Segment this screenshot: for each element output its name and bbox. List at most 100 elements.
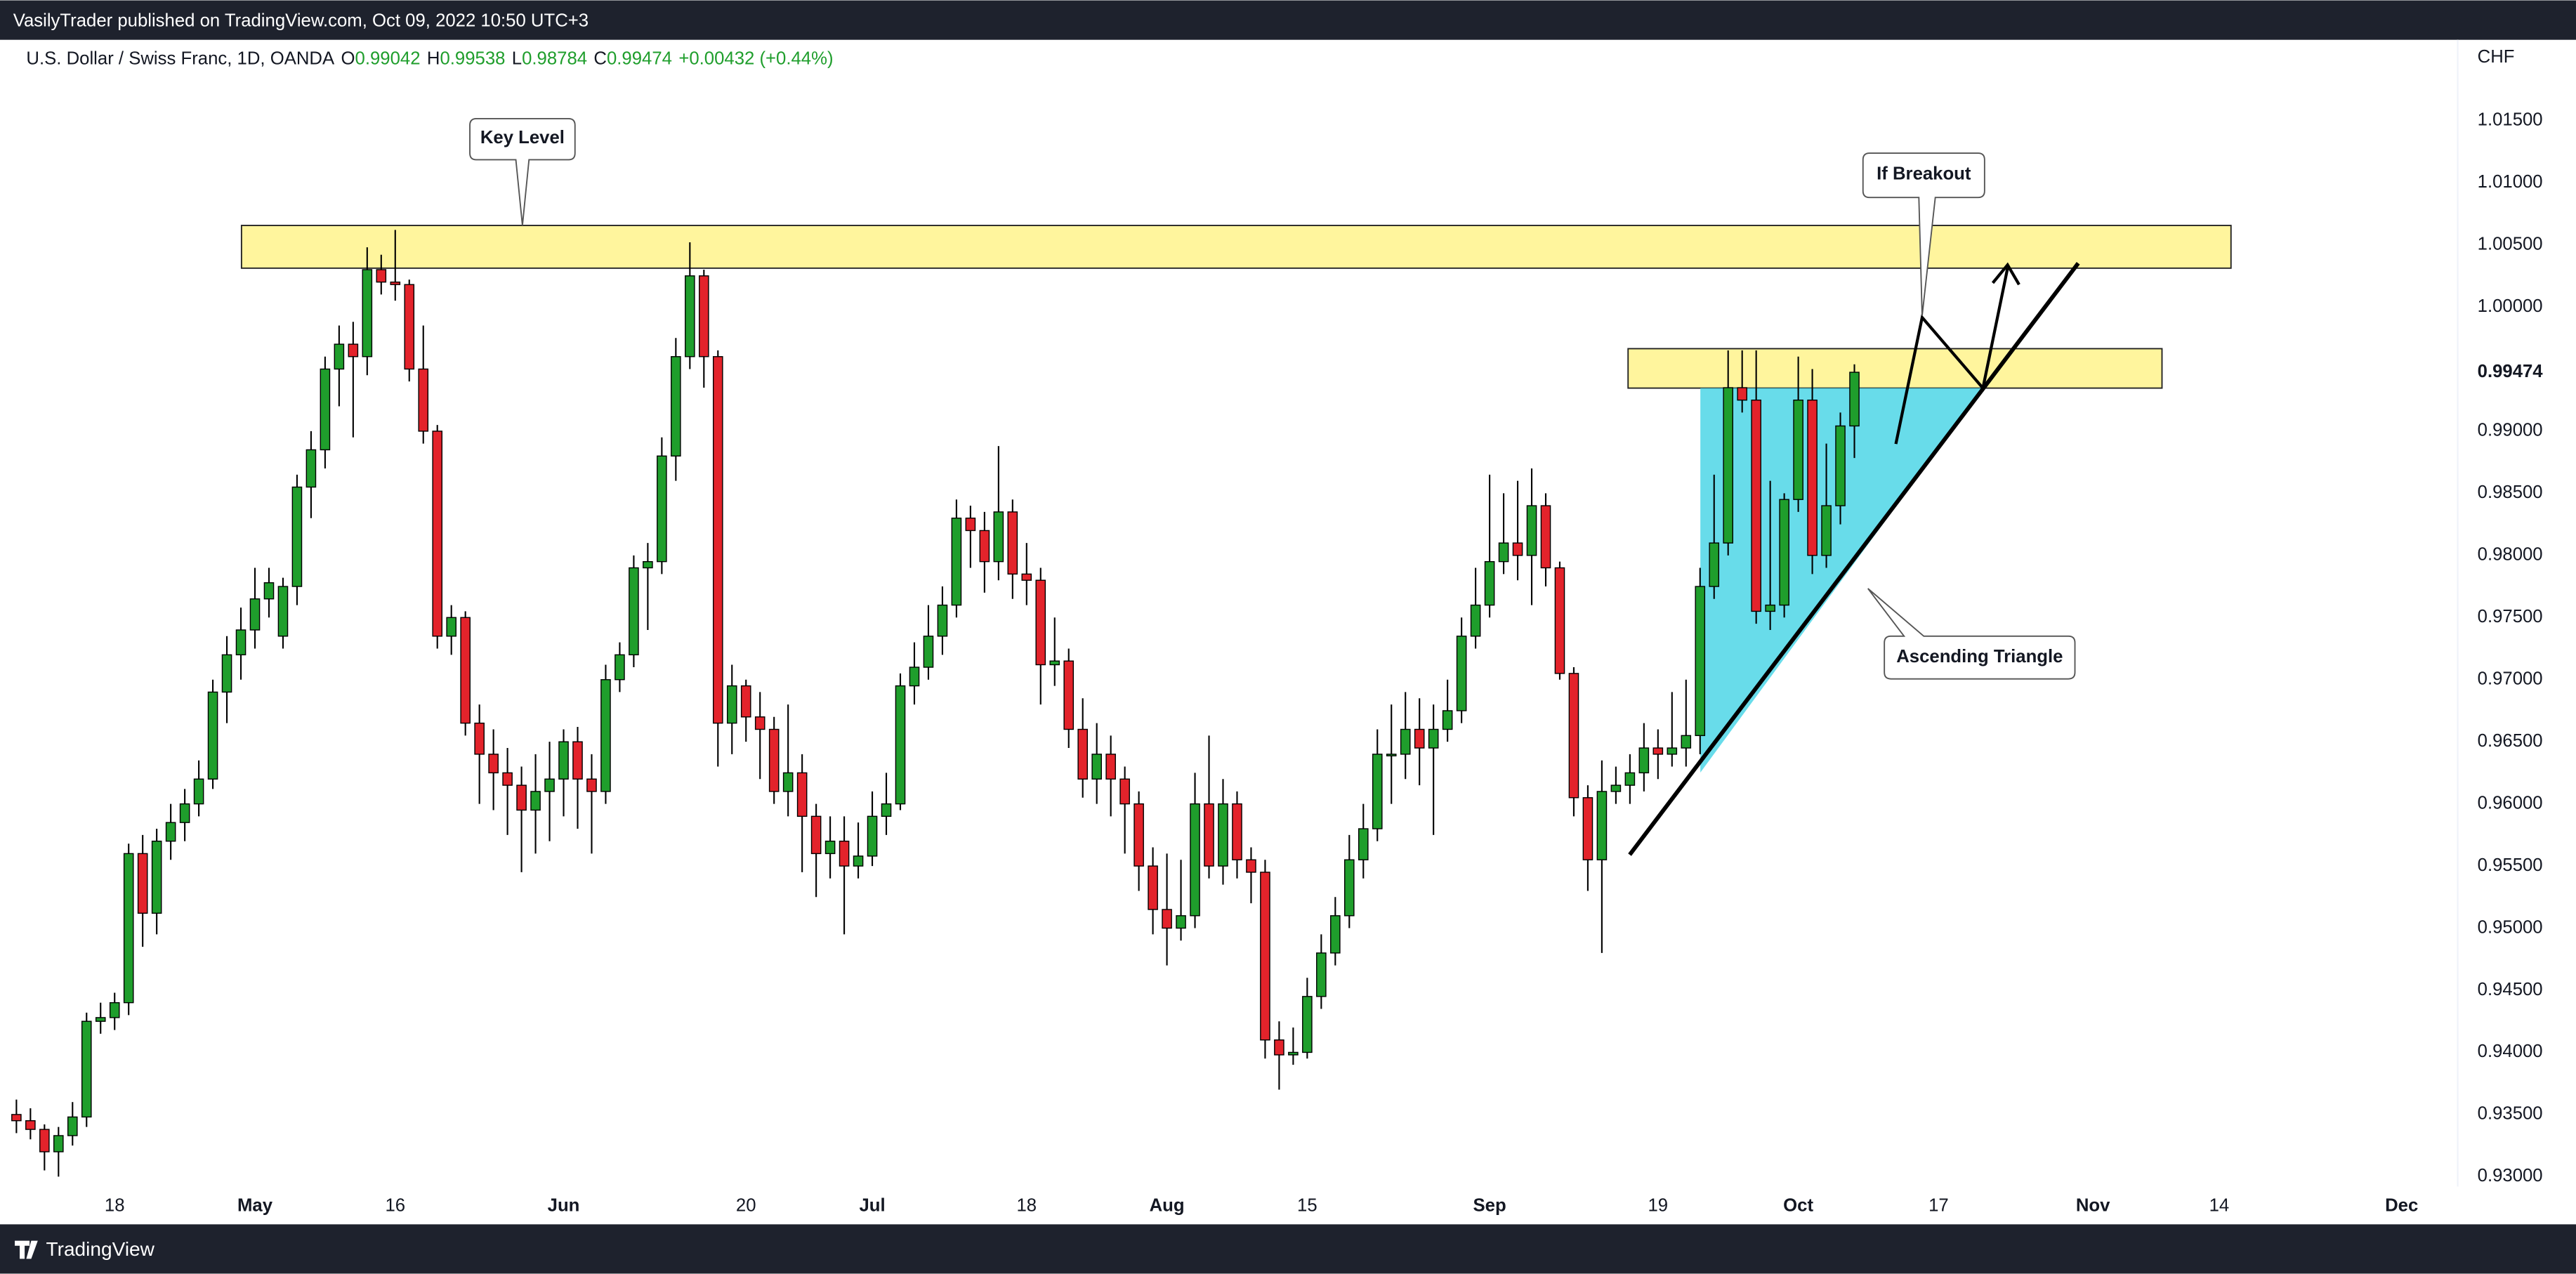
candle-body bbox=[685, 275, 695, 357]
candle-body bbox=[1232, 803, 1242, 860]
candle-body bbox=[951, 518, 962, 606]
x-tick-label: 18 bbox=[1016, 1195, 1037, 1215]
candle-body bbox=[1498, 542, 1509, 563]
candle-body bbox=[404, 284, 415, 370]
x-tick-label: 16 bbox=[385, 1195, 405, 1215]
y-tick-label: 0.96500 bbox=[2478, 731, 2543, 751]
candle-body bbox=[909, 666, 920, 687]
x-tick-label: Oct bbox=[1783, 1195, 1813, 1215]
annotation: If Breakout bbox=[1877, 164, 1971, 183]
drawings bbox=[240, 225, 2232, 773]
candle-body bbox=[1386, 754, 1397, 756]
candle-body bbox=[867, 815, 878, 857]
candle-body bbox=[754, 716, 765, 730]
currency: CHF bbox=[2478, 47, 2515, 67]
legend-key: L bbox=[512, 49, 522, 69]
candle-body bbox=[1344, 859, 1355, 917]
y-tick-label: 0.96000 bbox=[2478, 793, 2543, 813]
candle-body bbox=[1119, 778, 1130, 805]
candle-body bbox=[1624, 772, 1636, 786]
candle-body bbox=[1751, 399, 1761, 612]
candle-body bbox=[1695, 586, 1706, 737]
candle-body bbox=[937, 604, 948, 637]
footer-logo bbox=[15, 1240, 38, 1259]
key-level-zone bbox=[240, 225, 2232, 269]
y-tick-label: 1.01000 bbox=[2478, 172, 2543, 192]
symbol: U.S. Dollar / Swiss Franc, 1D, OANDA bbox=[26, 49, 335, 69]
candle-body bbox=[277, 586, 289, 637]
key-level-callout bbox=[469, 118, 576, 226]
legend-key: H bbox=[427, 49, 440, 69]
candle-body bbox=[1568, 673, 1579, 799]
candle-body bbox=[1484, 560, 1495, 606]
candle-body bbox=[1091, 754, 1102, 780]
y-tick-label: 0.98000 bbox=[2478, 545, 2543, 565]
candle-body bbox=[179, 803, 190, 823]
candle-body bbox=[1737, 387, 1747, 401]
x-tick-label: 20 bbox=[736, 1195, 756, 1215]
candle-body bbox=[1274, 1039, 1284, 1056]
candle-body bbox=[965, 518, 976, 532]
candle-body bbox=[1400, 728, 1411, 755]
candle-body bbox=[165, 822, 176, 842]
candle-body bbox=[796, 772, 808, 817]
candle-body bbox=[1176, 915, 1186, 929]
candle-body bbox=[657, 455, 667, 563]
x-tick-label: Dec bbox=[2385, 1195, 2418, 1215]
y-tick-label: 0.95000 bbox=[2478, 917, 2543, 937]
x-tick-label: Aug bbox=[1150, 1195, 1185, 1215]
projection-path bbox=[1894, 268, 2009, 445]
y-tick-label: 1.01500 bbox=[2478, 110, 2543, 129]
candle-body bbox=[1807, 399, 1818, 556]
y-tick-label: 1.00000 bbox=[2478, 296, 2543, 316]
x-tick-label: 14 bbox=[2209, 1195, 2230, 1215]
x-tick-label: Jul bbox=[859, 1195, 885, 1215]
x-tick-label: Sep bbox=[1473, 1195, 1506, 1215]
candle-body bbox=[895, 685, 906, 805]
candle-body bbox=[348, 343, 359, 357]
symbol-title: U.S. Dollar / Swiss Franc, 1D, OANDA O0.9… bbox=[26, 49, 833, 69]
y-tick-label: 0.97500 bbox=[2478, 607, 2543, 626]
candle-body bbox=[839, 840, 850, 867]
candle-body bbox=[1765, 604, 1775, 612]
candle-body bbox=[1442, 710, 1453, 730]
candle-body bbox=[81, 1020, 92, 1118]
candle-body bbox=[810, 815, 822, 855]
candle-body bbox=[207, 691, 218, 780]
candle-body bbox=[881, 803, 892, 817]
candle-body bbox=[502, 772, 513, 786]
candle-body bbox=[1821, 505, 1832, 556]
x-tick-label: 17 bbox=[1928, 1195, 1949, 1215]
candle-body bbox=[1133, 803, 1144, 867]
candle-body bbox=[1540, 505, 1551, 569]
change: +0.00432 (+0.44%) bbox=[678, 49, 833, 69]
candle-body bbox=[1148, 865, 1158, 910]
candle-body bbox=[1428, 728, 1439, 749]
candle-body bbox=[629, 567, 639, 656]
candle-body bbox=[193, 778, 204, 805]
candle-body bbox=[362, 269, 373, 357]
candle-body bbox=[1526, 505, 1537, 556]
candle-body bbox=[600, 679, 611, 792]
annotation: Ascending Triangle bbox=[1896, 647, 2063, 666]
candle-body bbox=[1288, 1051, 1299, 1056]
candle-body bbox=[95, 1017, 106, 1022]
candle-body bbox=[25, 1120, 36, 1130]
candle-body bbox=[1793, 399, 1803, 500]
y-tick-label: 0.99000 bbox=[2478, 421, 2543, 440]
legend-value: 0.98784 bbox=[522, 49, 587, 69]
candle-body bbox=[376, 269, 387, 283]
candle-body bbox=[432, 431, 443, 637]
x-tick-label: May bbox=[237, 1195, 273, 1215]
top-bar bbox=[0, 0, 2576, 40]
legend-value: 0.99042 bbox=[355, 49, 421, 69]
x-tick-label: 15 bbox=[1297, 1195, 1317, 1215]
y-tick-label: 0.94000 bbox=[2478, 1042, 2543, 1061]
candle-body bbox=[123, 853, 134, 1004]
candle-body bbox=[1049, 660, 1060, 666]
candle-body bbox=[1779, 499, 1789, 606]
candle-body bbox=[460, 617, 471, 724]
candle-body bbox=[530, 791, 541, 811]
legend-value: 0.99538 bbox=[440, 49, 505, 69]
candle-body bbox=[979, 530, 990, 563]
